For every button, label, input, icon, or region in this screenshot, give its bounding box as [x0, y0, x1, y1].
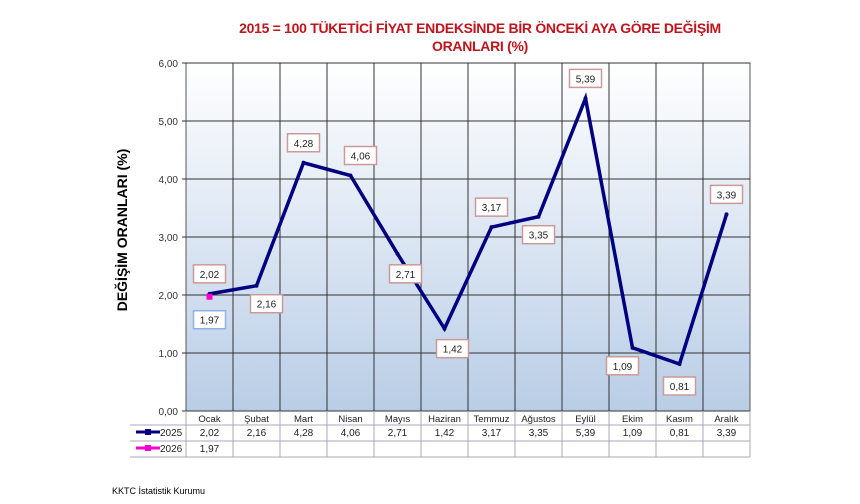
data-label-2026: 1,97 [200, 316, 220, 327]
data-label-2025: 4,28 [294, 139, 314, 150]
data-point-2025 [489, 225, 494, 230]
x-tick-label: Eylül [575, 414, 596, 425]
x-tick-label: Ocak [198, 414, 220, 425]
data-point-2025 [677, 362, 682, 367]
x-tick-label: Aralık [714, 414, 739, 425]
data-label-2025: 1,42 [443, 345, 463, 356]
table-cell: 0,81 [670, 428, 690, 439]
y-tick-label: 4,00 [159, 175, 179, 186]
data-point-2025 [301, 160, 306, 165]
table-cell: 5,39 [576, 428, 596, 439]
data-label-2025-box [249, 293, 284, 314]
table-cell: 1,97 [200, 444, 220, 455]
source-note: KKTC İstatistik Kurumu [112, 486, 206, 496]
data-point-2025 [348, 173, 353, 178]
table-cell: 3,35 [529, 428, 549, 439]
data-point-2025 [724, 212, 729, 217]
data-label-2025-box [192, 264, 227, 284]
legend-label-2026: 2026 [160, 444, 183, 455]
data-label-2025-box [568, 68, 603, 89]
legend-marker-2026 [145, 445, 151, 451]
x-tick-label: Mart [294, 414, 313, 425]
table-cell: 1,42 [435, 428, 455, 439]
x-tick-label: Haziran [428, 414, 461, 425]
data-label-2025-box [605, 356, 640, 376]
y-tick-label: 2,00 [159, 291, 179, 302]
y-tick-label: 0,00 [159, 407, 179, 418]
table-cell: 3,39 [717, 428, 737, 439]
data-point-2026 [206, 293, 213, 300]
legend-marker-2025 [145, 429, 151, 435]
y-tick-label: 1,00 [159, 349, 179, 360]
chart-title-line1: 2015 = 100 TÜKETİCİ FİYAT ENDEKSİNDE BİR… [239, 20, 721, 36]
data-label-2025-box [388, 264, 423, 284]
x-tick-label: Nisan [338, 414, 362, 425]
table-cell: 4,06 [341, 428, 361, 439]
x-tick-label: Şubat [244, 414, 269, 425]
data-label-2026-box [192, 309, 227, 330]
chart-title-line2: ORANLARI (%) [432, 38, 528, 54]
table-cell: 2,16 [247, 428, 267, 439]
data-label-2025-box [343, 145, 378, 166]
data-label-2025: 3,39 [717, 190, 737, 201]
y-tick-label: 6,00 [159, 59, 179, 70]
data-label-2025-box [474, 197, 509, 217]
table-cell: 2,71 [388, 428, 408, 439]
data-label-2025-box [709, 184, 744, 205]
data-label-2025: 2,71 [396, 270, 416, 281]
data-point-2025 [583, 96, 588, 101]
x-tick-label: Ekim [622, 414, 643, 425]
x-tick-label: Temmuz [474, 414, 510, 425]
y-tick-label: 3,00 [159, 233, 179, 244]
data-label-2025-box [435, 338, 470, 359]
data-label-2025: 0,81 [670, 382, 690, 393]
y-tick-label: 5,00 [159, 117, 179, 128]
series-line-2025 [209, 92, 729, 367]
data-point-2025 [536, 214, 541, 219]
data-point-2025 [395, 251, 400, 256]
table-cell: 2,02 [200, 428, 220, 439]
data-point-2025 [630, 345, 635, 350]
data-label-2025: 3,35 [529, 231, 549, 242]
x-tick-label: Kasım [666, 414, 693, 425]
data-label-2025: 4,06 [351, 152, 371, 163]
data-label-2025-box [286, 133, 321, 153]
legend-label-2025: 2025 [160, 428, 183, 439]
table-cell: 1,09 [623, 428, 643, 439]
data-point-2025 [254, 283, 259, 288]
table-cell: 3,17 [482, 428, 502, 439]
x-tick-label: Ağustos [521, 414, 556, 425]
table-cell: 4,28 [294, 428, 314, 439]
data-label-2025-box [521, 224, 556, 245]
data-label-2025: 3,17 [482, 203, 502, 214]
data-point-2025 [442, 326, 447, 331]
x-tick-label: Mayıs [385, 414, 411, 425]
data-label-2025: 5,39 [576, 74, 596, 85]
data-label-2025: 2,16 [257, 300, 277, 311]
data-label-2025: 1,09 [613, 362, 633, 373]
data-label-2025-box [662, 376, 697, 396]
data-label-2025: 2,02 [200, 270, 220, 281]
